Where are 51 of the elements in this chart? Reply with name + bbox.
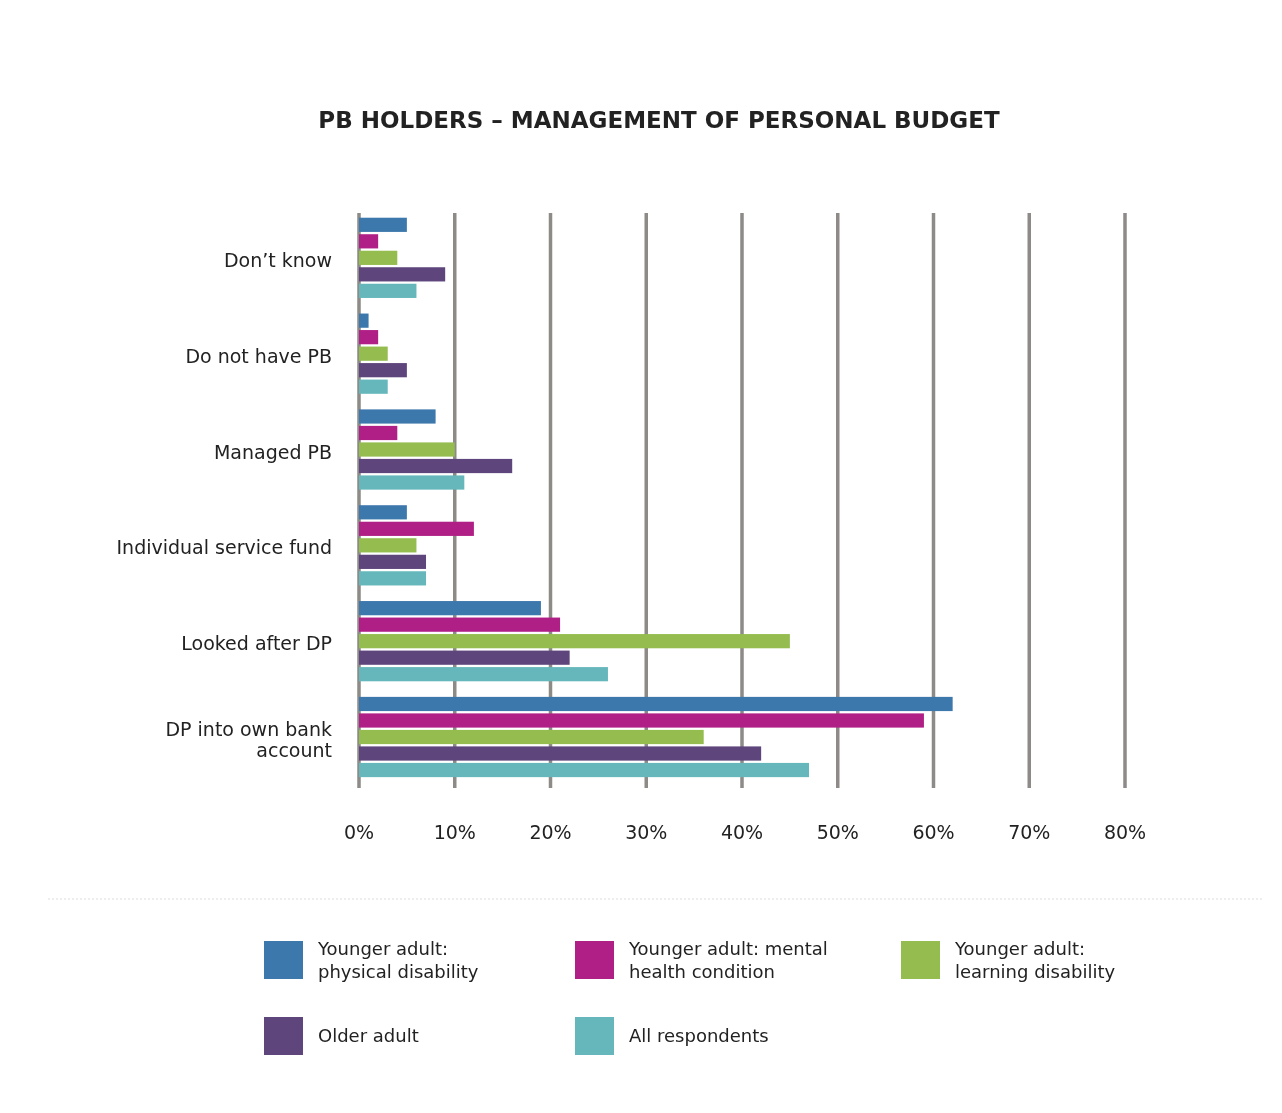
bar bbox=[359, 762, 810, 778]
x-tick-label: 20% bbox=[529, 821, 572, 843]
bar bbox=[359, 346, 388, 361]
bar bbox=[359, 521, 474, 536]
bar bbox=[359, 363, 407, 378]
bar bbox=[359, 667, 608, 682]
bar bbox=[359, 617, 561, 632]
bar bbox=[359, 571, 427, 586]
y-tick-label: Do not have PB bbox=[185, 344, 332, 367]
legend-label: Younger adult: learning disability bbox=[954, 938, 1116, 982]
legend-label: Younger adult: physical disability bbox=[317, 938, 479, 982]
bar bbox=[359, 458, 513, 474]
bar bbox=[359, 538, 417, 553]
bar bbox=[359, 250, 398, 265]
bar bbox=[359, 283, 417, 298]
bar bbox=[359, 425, 398, 441]
y-tick-label: Managed PB bbox=[213, 440, 332, 463]
x-tick-label: 80% bbox=[1103, 821, 1147, 843]
bar bbox=[359, 713, 924, 728]
x-tick-label: 60% bbox=[912, 821, 955, 843]
bar bbox=[359, 217, 407, 232]
y-tick-label: Don’t know bbox=[223, 248, 332, 271]
y-tick-label: Individual service fund bbox=[116, 536, 332, 559]
bar bbox=[359, 234, 379, 249]
chart-title: PB HOLDERS – MANAGEMENT OF PERSONAL BUDGET bbox=[318, 107, 1000, 133]
bar bbox=[359, 505, 407, 520]
bar bbox=[359, 696, 953, 712]
x-tick-label: 50% bbox=[816, 821, 859, 843]
bar bbox=[359, 554, 427, 569]
bar bbox=[359, 330, 379, 345]
bar bbox=[359, 442, 455, 457]
bar bbox=[359, 601, 541, 616]
x-tick-label: 30% bbox=[625, 821, 668, 843]
bar bbox=[359, 475, 465, 490]
y-tick-label: DP into own bank account bbox=[165, 717, 332, 761]
x-tick-label: 10% bbox=[433, 821, 476, 843]
legend-label: Older adult bbox=[318, 1025, 419, 1046]
bar bbox=[359, 634, 790, 649]
bar bbox=[359, 313, 369, 328]
bar bbox=[359, 746, 762, 761]
legend-label: Younger adult: mental health condition bbox=[628, 938, 828, 982]
bar bbox=[359, 267, 446, 282]
bar bbox=[359, 409, 436, 424]
x-tick-label: 70% bbox=[1008, 821, 1051, 843]
x-tick-label: 40% bbox=[720, 821, 764, 843]
bar bbox=[359, 650, 570, 665]
bar bbox=[359, 729, 704, 745]
legend-label: All respondents bbox=[629, 1025, 769, 1046]
bar bbox=[359, 379, 388, 394]
x-tick-label: 0% bbox=[343, 821, 375, 843]
y-tick-label: Looked after DP bbox=[181, 632, 332, 655]
